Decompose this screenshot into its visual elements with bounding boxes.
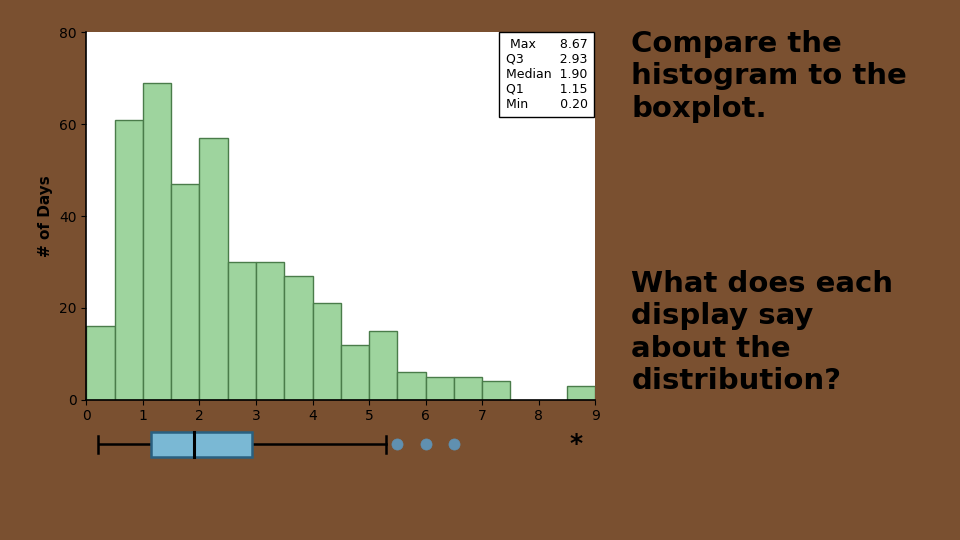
Bar: [454, 377, 482, 400]
Bar: [143, 83, 171, 400]
Bar: [86, 326, 114, 400]
Bar: [369, 330, 397, 400]
Text: Compare the
histogram to the
boxplot.: Compare the histogram to the boxplot.: [632, 30, 907, 123]
Bar: [171, 184, 200, 400]
Bar: [228, 262, 256, 400]
Y-axis label: # of Days: # of Days: [38, 175, 54, 257]
Bar: [284, 275, 313, 400]
Bar: [425, 377, 454, 400]
Bar: [152, 431, 252, 457]
Bar: [341, 345, 369, 400]
Bar: [114, 119, 143, 400]
Bar: [256, 262, 284, 400]
Bar: [397, 372, 425, 400]
Text: *: *: [570, 432, 583, 456]
Bar: [313, 303, 341, 400]
Text: Max      8.67
Q3         2.93
Median  1.90
Q1         1.15
Min        0.20: Max 8.67 Q3 2.93 Median 1.90 Q1 1.15 Min…: [506, 38, 588, 111]
Bar: [200, 138, 228, 400]
Bar: [482, 381, 511, 400]
Text: What does each
display say
about the
distribution?: What does each display say about the dis…: [632, 270, 894, 395]
Bar: [567, 386, 595, 400]
